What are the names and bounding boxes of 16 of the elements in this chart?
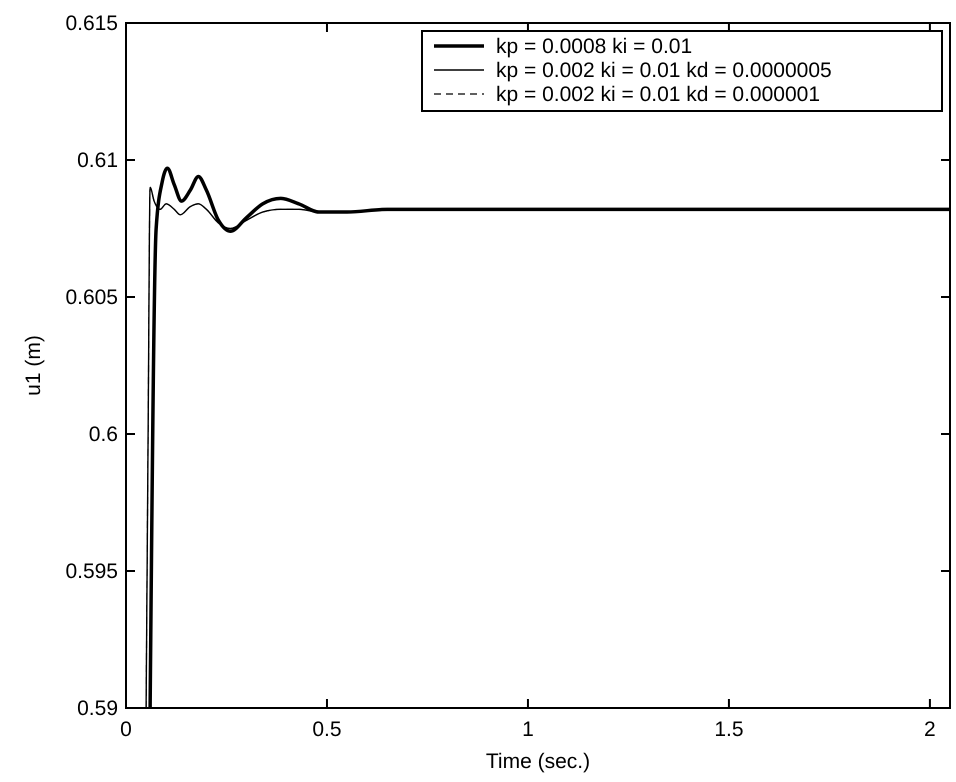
legend-label: kp = 0.0008 ki = 0.01 <box>496 35 692 58</box>
y-tick-label: 0.605 <box>65 286 118 309</box>
legend-label: kp = 0.002 ki = 0.01 kd = 0.000001 <box>496 83 820 106</box>
x-tick-label: 2 <box>924 718 936 741</box>
x-tick-label: 0.5 <box>312 718 342 741</box>
y-tick-label: 0.61 <box>77 149 118 172</box>
x-tick-label: 1.5 <box>714 718 744 741</box>
x-tick-label: 0 <box>120 718 132 741</box>
x-tick-label: 1 <box>522 718 534 741</box>
y-tick-label: 0.615 <box>65 12 118 35</box>
y-tick-label: 0.59 <box>77 697 118 720</box>
y-axis-title: u1 (m) <box>22 335 45 396</box>
x-axis-title: Time (sec.) <box>486 750 590 773</box>
legend-label: kp = 0.002 ki = 0.01 kd = 0.0000005 <box>496 59 832 82</box>
y-tick-label: 0.6 <box>88 423 118 446</box>
y-tick-label: 0.595 <box>65 560 118 583</box>
